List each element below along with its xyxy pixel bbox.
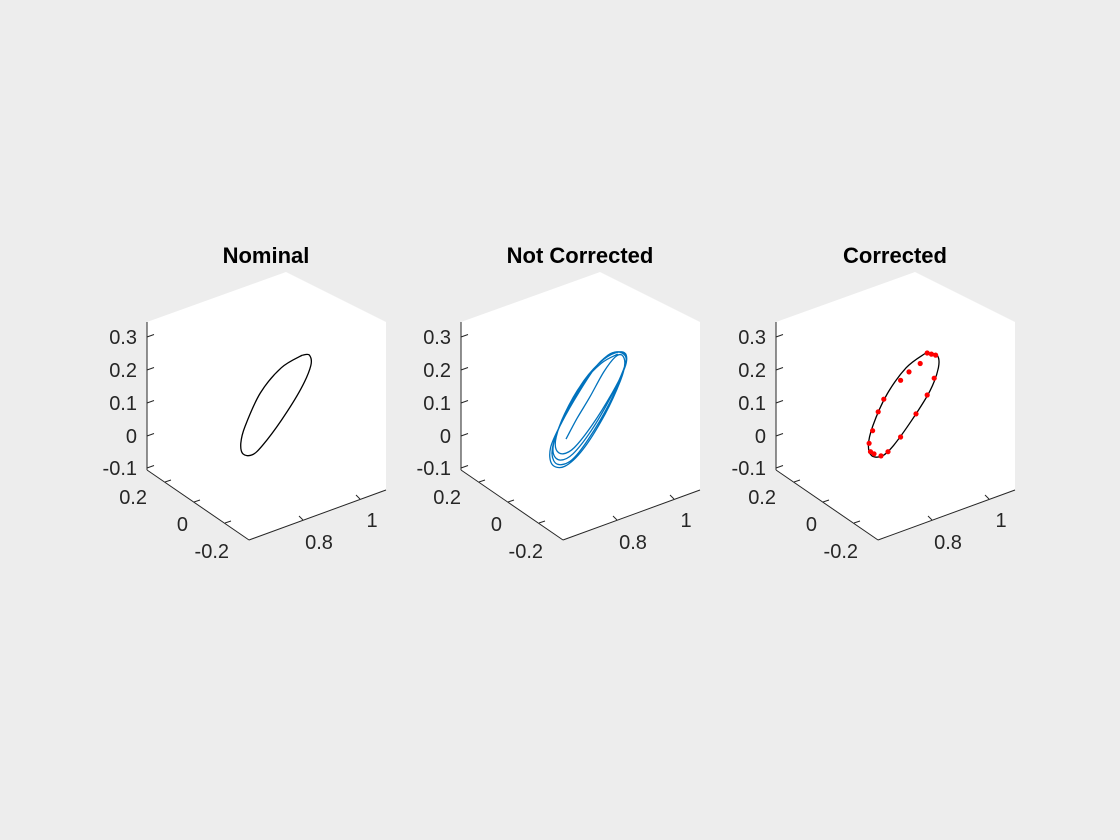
- data-marker: [878, 453, 884, 459]
- x-tick-label: 1: [995, 510, 1006, 532]
- axes-title: Nominal: [223, 243, 310, 268]
- z-tick-label: 0.1: [738, 393, 766, 415]
- x-tick-mark: [669, 494, 675, 500]
- y-tick-label: 0: [491, 514, 502, 536]
- z-tick-label: -0.1: [732, 458, 766, 480]
- y-tick-mark: [478, 479, 486, 483]
- data-marker: [898, 377, 904, 383]
- data-marker: [928, 351, 934, 357]
- z-tick-label: 0: [755, 426, 766, 448]
- data-line: [240, 353, 313, 457]
- data-marker: [885, 449, 891, 455]
- y-tick-mark: [793, 479, 801, 483]
- x-tick-label: 0.8: [619, 532, 647, 554]
- y-tick-mark: [193, 499, 201, 503]
- z-tick-label: 0.3: [738, 327, 766, 349]
- y-tick-label: 0: [806, 514, 817, 536]
- y-tick-mark: [164, 479, 172, 483]
- x-tick-label: 0.8: [934, 532, 962, 554]
- y-tick-mark: [224, 520, 232, 524]
- y-tick-label: 0.2: [433, 487, 461, 509]
- x-axis-line: [248, 489, 387, 541]
- z-tick-mark: [146, 334, 155, 338]
- y-tick-label: 0: [177, 514, 188, 536]
- z-tick-label: 0.1: [109, 393, 137, 415]
- axes-panel: Nominal 0.3 0.2 0.1 0 -0.1 0.2 0 -0.2 1 0.8: [103, 243, 387, 563]
- y-tick-mark: [507, 499, 515, 503]
- axes-background: [776, 272, 1015, 540]
- y-tick-label: -0.2: [509, 541, 543, 563]
- z-tick-label: -0.1: [103, 458, 137, 480]
- axes-panel: Not Corrected 0.3 0.2 0.1 0 -0.1 0.2 0 -0.2 1 0.8: [417, 243, 701, 563]
- data-marker: [881, 396, 887, 402]
- y-tick-mark: [822, 499, 830, 503]
- data-marker: [875, 409, 881, 415]
- data-marker: [871, 451, 877, 457]
- axes-title: Corrected: [843, 243, 947, 268]
- data-marker: [870, 428, 876, 434]
- data-marker: [917, 360, 923, 367]
- z-tick-mark: [460, 465, 469, 469]
- data-marker: [924, 350, 930, 356]
- z-tick-mark: [146, 465, 155, 469]
- x-tick-mark: [355, 494, 361, 500]
- x-tick-mark: [298, 515, 304, 521]
- z-tick-mark: [146, 400, 155, 404]
- z-tick-mark: [775, 465, 784, 469]
- axes-title: Not Corrected: [507, 243, 654, 268]
- data-marker: [866, 440, 872, 446]
- x-tick-mark: [984, 494, 990, 500]
- data-marker: [924, 392, 930, 398]
- axes-panel: Corrected 0.3 0.2 0.1 0 -0.1 0.2 0 -0.2 1 0.8: [732, 243, 1016, 563]
- axes-background: [147, 272, 386, 540]
- z-tick-mark: [146, 367, 155, 371]
- data-marker: [933, 352, 939, 358]
- z-tick-mark: [775, 367, 784, 371]
- z-tick-mark: [146, 433, 155, 437]
- y-tick-mark: [853, 520, 861, 524]
- z-tick-label: 0: [126, 426, 137, 448]
- z-tick-mark: [460, 367, 469, 371]
- z-tick-label: 0: [440, 426, 451, 448]
- x-tick-label: 1: [680, 510, 691, 532]
- z-tick-label: 0.3: [423, 327, 451, 349]
- z-tick-mark: [460, 400, 469, 404]
- x-tick-label: 0.8: [305, 532, 333, 554]
- z-tick-label: 0.3: [109, 327, 137, 349]
- z-tick-mark: [460, 334, 469, 338]
- y-axis-line: [460, 469, 564, 541]
- data-marker: [913, 411, 919, 417]
- z-tick-mark: [460, 433, 469, 437]
- z-tick-label: 0.1: [423, 393, 451, 415]
- y-tick-label: 0.2: [748, 487, 776, 509]
- data-line: [549, 351, 628, 469]
- x-tick-mark: [612, 515, 618, 521]
- z-tick-mark: [775, 433, 784, 437]
- data-marker: [906, 369, 912, 375]
- data-marker: [931, 375, 937, 381]
- z-tick-mark: [775, 400, 784, 404]
- z-tick-mark: [775, 334, 784, 338]
- axes-background: [461, 272, 700, 540]
- y-axis-line: [775, 469, 879, 541]
- data-marker: [898, 434, 904, 440]
- x-axis-line: [562, 489, 701, 541]
- z-tick-label: 0.2: [423, 360, 451, 382]
- y-tick-label: -0.2: [195, 541, 229, 563]
- x-axis-line: [877, 489, 1016, 541]
- z-tick-label: -0.1: [417, 458, 451, 480]
- z-tick-label: 0.2: [109, 360, 137, 382]
- y-tick-label: 0.2: [119, 487, 147, 509]
- y-tick-mark: [538, 520, 546, 524]
- x-tick-mark: [927, 515, 933, 521]
- z-tick-label: 0.2: [738, 360, 766, 382]
- y-tick-label: -0.2: [824, 541, 858, 563]
- y-axis-line: [146, 469, 250, 541]
- x-tick-label: 1: [366, 510, 377, 532]
